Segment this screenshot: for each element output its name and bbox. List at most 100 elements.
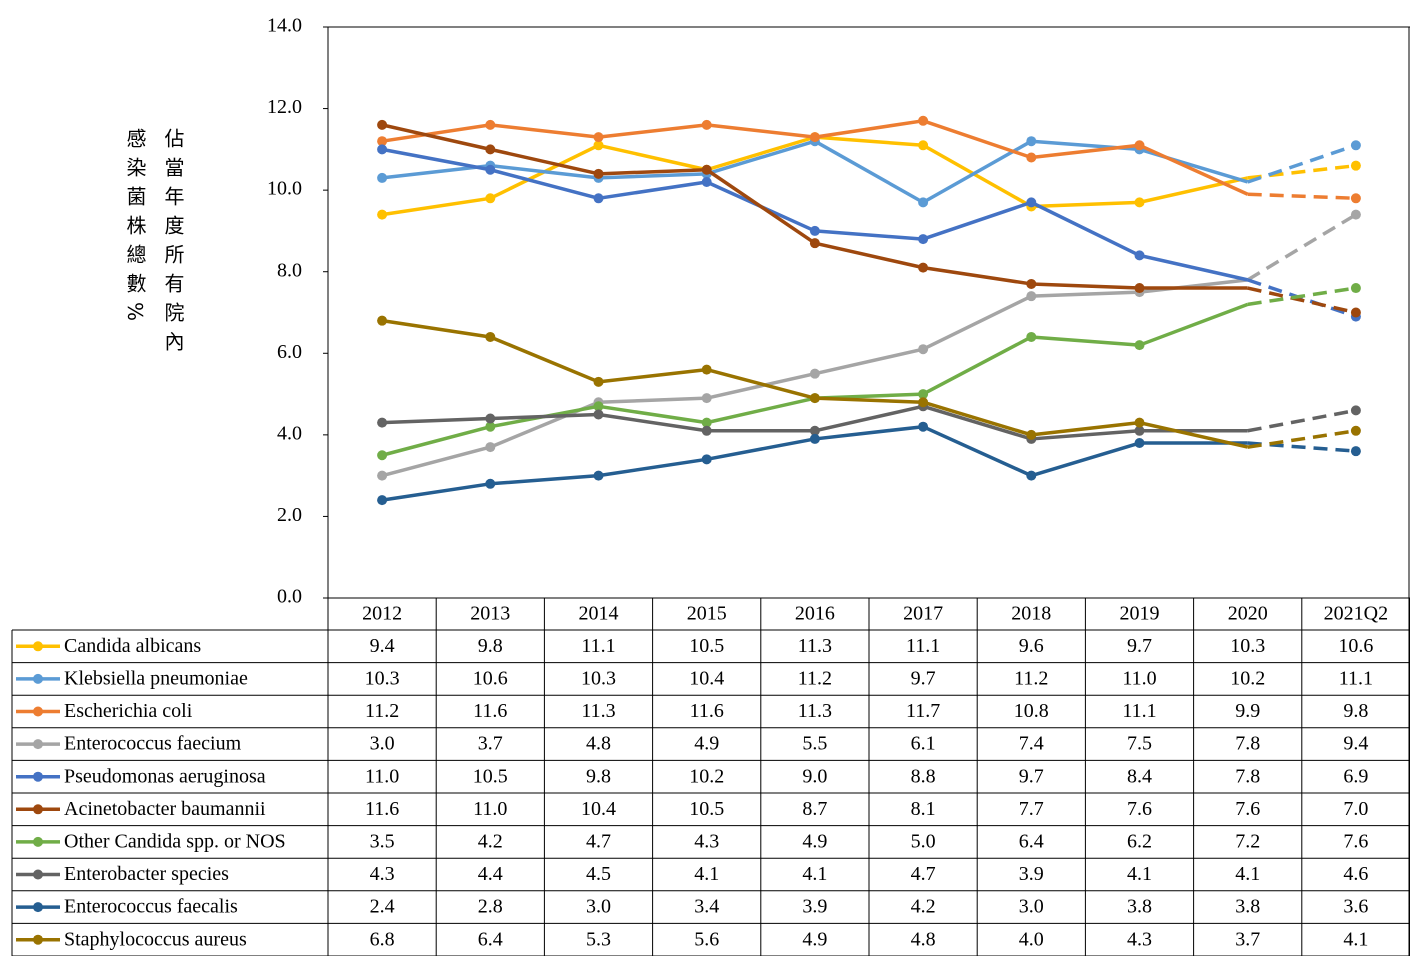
table-value: 5.6: [694, 928, 719, 950]
legend-marker: [33, 804, 43, 815]
legend-label: Escherichia coli: [64, 700, 193, 722]
series-line: [1247, 143, 1357, 184]
table-value: 2.8: [478, 896, 503, 918]
table-value: 10.3: [1230, 635, 1265, 657]
table-value: 11.1: [1122, 700, 1156, 722]
table-value: 9.8: [586, 765, 611, 787]
legend-marker: [33, 771, 43, 782]
point: [809, 425, 820, 436]
table-value: 7.6: [1343, 830, 1368, 852]
point: [593, 140, 604, 151]
table-value: 11.6: [365, 798, 399, 820]
table-value: 3.5: [370, 830, 395, 852]
point: [1026, 278, 1037, 289]
legend-label: Enterococcus faecalis: [64, 896, 238, 918]
point: [918, 140, 929, 151]
table-value: 9.7: [1127, 635, 1152, 657]
y-tick-label: 0.0: [277, 586, 302, 608]
series-line: [1246, 213, 1357, 282]
point: [377, 144, 388, 155]
table-value: 11.1: [906, 635, 940, 657]
legend-marker: [33, 869, 43, 880]
table-value: 7.2: [1235, 830, 1260, 852]
legend-label: Staphylococcus aureus: [64, 928, 247, 950]
table-value: 4.2: [478, 830, 503, 852]
table-value: 3.7: [1235, 928, 1260, 950]
point: [809, 132, 820, 143]
table-value: 10.5: [689, 798, 724, 820]
x-tick-label: 2021Q2: [1324, 603, 1388, 625]
point: [701, 364, 712, 375]
point: [918, 234, 929, 245]
table-value: 10.3: [365, 667, 400, 689]
point: [1026, 197, 1037, 208]
series-line: [1247, 286, 1357, 307]
table-value: 4.1: [802, 863, 827, 885]
point: [918, 397, 929, 408]
series-line: [1247, 192, 1356, 201]
series-line: [1247, 163, 1357, 180]
point: [1134, 250, 1145, 261]
series-line: [381, 119, 1249, 196]
legend-marker: [33, 673, 43, 684]
point: [918, 389, 929, 400]
legend-marker: [33, 739, 43, 750]
point: [701, 425, 712, 436]
point: [701, 454, 712, 465]
point: [1134, 425, 1145, 436]
table-value: 8.8: [911, 765, 936, 787]
point: [377, 119, 388, 130]
point: [1350, 307, 1361, 318]
table-value: 8.7: [802, 798, 827, 820]
table-value: 11.3: [798, 700, 832, 722]
table-value: 4.1: [1343, 928, 1368, 950]
table-value: 7.6: [1127, 798, 1152, 820]
point: [1350, 283, 1361, 294]
x-tick-label: 2015: [687, 603, 727, 625]
table-value: 6.4: [1019, 830, 1044, 852]
table-value: 10.4: [581, 798, 616, 820]
table-value: 3.8: [1127, 896, 1152, 918]
table-value: 11.0: [1122, 667, 1156, 689]
table-value: 6.9: [1343, 765, 1368, 787]
x-tick-label: 2018: [1011, 603, 1051, 625]
table-value: 11.2: [365, 700, 399, 722]
table-value: 11.1: [581, 635, 615, 657]
point: [809, 225, 820, 236]
point: [1134, 340, 1145, 351]
y-tick-label: 4.0: [277, 422, 302, 444]
table-value: 5.3: [586, 928, 611, 950]
table-value: 4.9: [802, 928, 827, 950]
legend-label: Pseudomonas aeruginosa: [64, 765, 266, 787]
legend-marker: [33, 934, 43, 945]
point: [485, 164, 496, 175]
point: [1350, 140, 1361, 151]
point: [1026, 470, 1037, 481]
table-value: 10.5: [689, 635, 724, 657]
table-value: 4.2: [911, 896, 936, 918]
point: [593, 193, 604, 204]
point: [918, 197, 929, 208]
y-tick-label: 12.0: [267, 96, 302, 118]
point: [377, 470, 388, 481]
table-value: 4.9: [694, 733, 719, 755]
table-value: 4.5: [586, 863, 611, 885]
point: [809, 393, 820, 404]
table-value: 10.3: [581, 667, 616, 689]
point: [1350, 446, 1361, 457]
point: [1350, 425, 1361, 436]
x-tick-label: 2014: [579, 603, 619, 625]
table-value: 4.3: [1127, 928, 1152, 950]
table-value: 10.6: [1338, 635, 1373, 657]
point: [1134, 438, 1145, 449]
point: [809, 368, 820, 379]
point: [593, 409, 604, 420]
legend-label: Other Candida spp. or NOS: [64, 830, 286, 852]
point: [377, 450, 388, 461]
table-value: 9.0: [802, 765, 827, 787]
point: [809, 433, 820, 444]
table-value: 4.8: [586, 733, 611, 755]
table-value: 7.4: [1019, 733, 1044, 755]
table-value: 3.7: [478, 733, 503, 755]
point: [485, 331, 496, 342]
